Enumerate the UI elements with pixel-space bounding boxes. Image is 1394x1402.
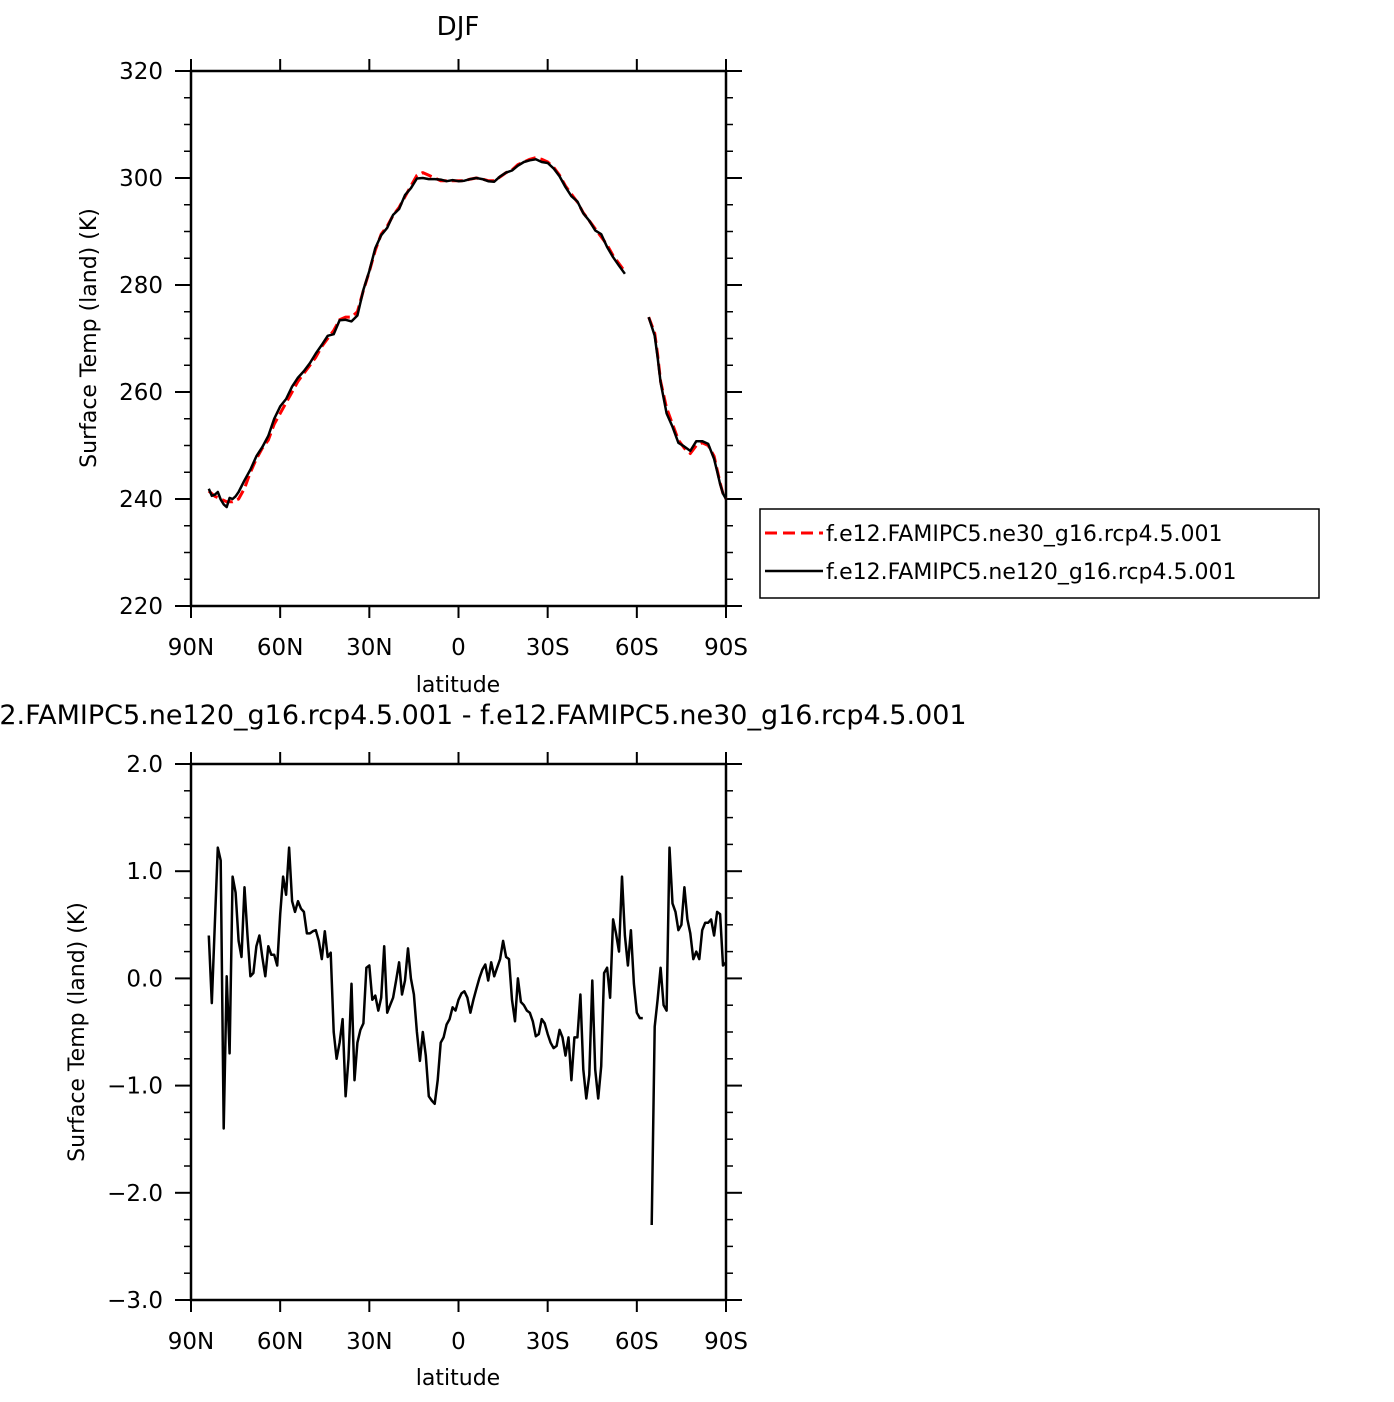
x-tick-label: 90N: [168, 635, 214, 661]
y-ticks: −3.0 −2.0 −1.0 0.0 1.0 2.0: [107, 752, 742, 1314]
chart-difference: f.e12.FAMIPC5.ne120_g16.rcp4.5.001 - f.e…: [0, 700, 967, 1391]
x-tick-label: 30N: [346, 1329, 392, 1355]
legend: f.e12.FAMIPC5.ne30_g16.rcp4.5.001 f.e12.…: [759, 508, 1320, 599]
x-axis-label: latitude: [416, 1366, 500, 1391]
series-line-0: [207, 156, 627, 504]
y-tick-label: 0.0: [126, 966, 163, 992]
y-axis-label: Surface Temp (land) (K): [65, 902, 90, 1162]
y-tick-label: −1.0: [107, 1074, 163, 1100]
x-tick-label: 90S: [704, 1329, 748, 1355]
legend-box: [759, 508, 1320, 599]
y-tick-label: 240: [119, 487, 163, 513]
legend-label-ne30: f.e12.FAMIPC5.ne30_g16.rcp4.5.001: [826, 522, 1222, 547]
data-lines: [207, 156, 728, 509]
series-line-0: [647, 316, 728, 500]
chart-title: DJF: [437, 12, 480, 42]
x-tick-label: 90S: [704, 635, 748, 661]
x-tick-label: 0: [451, 1329, 466, 1355]
legend-label-ne120: f.e12.FAMIPC5.ne120_g16.rcp4.5.001: [826, 560, 1236, 585]
series-line-0: [207, 846, 643, 1130]
y-tick-label: 1.0: [126, 859, 163, 885]
series-line-0: [650, 846, 727, 1226]
x-ticks: 90N 60N 30N 0 30S 60S 90S: [168, 752, 748, 1355]
y-tick-label: 300: [119, 166, 163, 192]
series-line-1: [647, 316, 728, 500]
y-axis-label: Surface Temp (land) (K): [77, 208, 102, 468]
plot-frame: [189, 69, 728, 608]
data-lines: [207, 846, 727, 1226]
chart-djf: DJF 90N 60N 30N 0 30S 60S 90S 220 240 260 280 300 3…: [77, 12, 748, 698]
x-ticks: 90N 60N 30N 0 30S 60S 90S: [168, 59, 748, 661]
x-tick-label: 60S: [615, 1329, 659, 1355]
y-tick-label: 220: [119, 594, 163, 620]
x-tick-label: 30S: [526, 635, 570, 661]
y-ticks: 220 240 260 280 300 320: [119, 59, 742, 620]
x-tick-label: 30N: [346, 635, 392, 661]
x-axis-label: latitude: [416, 673, 500, 698]
x-tick-label: 30S: [526, 1329, 570, 1355]
x-tick-label: 60N: [257, 1329, 303, 1355]
y-tick-label: 2.0: [126, 752, 163, 778]
plot-frame: [189, 762, 728, 1302]
x-tick-label: 90N: [168, 1329, 214, 1355]
y-tick-label: −2.0: [107, 1181, 163, 1207]
y-tick-label: −3.0: [107, 1288, 163, 1314]
x-tick-label: 60N: [257, 635, 303, 661]
chart-title: f.e12.FAMIPC5.ne120_g16.rcp4.5.001 - f.e…: [0, 700, 967, 731]
x-tick-label: 60S: [615, 635, 659, 661]
y-tick-label: 280: [119, 273, 163, 299]
y-tick-label: 320: [119, 59, 163, 85]
x-tick-label: 0: [451, 635, 466, 661]
y-tick-label: 260: [119, 380, 163, 406]
series-line-1: [207, 158, 626, 509]
